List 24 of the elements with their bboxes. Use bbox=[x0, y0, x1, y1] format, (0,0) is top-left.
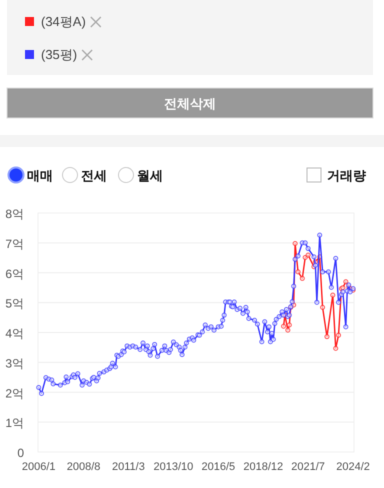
legend-label: (35평) bbox=[41, 47, 78, 62]
y-tick-label: 1억 bbox=[5, 416, 24, 430]
y-tick-label: 7억 bbox=[5, 236, 24, 251]
text: 전체삭제 bbox=[164, 96, 216, 111]
text: 매매 bbox=[27, 168, 53, 183]
text: 월세 bbox=[137, 168, 163, 183]
y-tick-label: 2억 bbox=[5, 386, 24, 400]
text: 거래량 bbox=[327, 168, 366, 183]
y-tick-label: 6억 bbox=[5, 266, 24, 281]
text: 전세 bbox=[81, 168, 107, 183]
x-tick-label: 2013/10 bbox=[154, 461, 194, 473]
legend-label: (34평A) bbox=[41, 14, 86, 29]
y-tick-label: 8억 bbox=[5, 207, 24, 221]
y-tick-label: 5억 bbox=[5, 296, 24, 311]
x-tick-label: 2024/2 bbox=[336, 461, 370, 473]
x-tick-label: 2018/12 bbox=[243, 461, 284, 473]
x-tick-label: 2021/7 bbox=[291, 461, 325, 473]
x-tick-label: 2008/8 bbox=[66, 461, 100, 473]
x-tick-label: 2016/5 bbox=[201, 461, 236, 473]
y-tick-label: 0 bbox=[17, 446, 24, 460]
y-tick-label: 4억 bbox=[5, 326, 24, 340]
y-tick-label: 3억 bbox=[5, 356, 24, 370]
x-tick-label: 2006/1 bbox=[22, 461, 56, 473]
x-tick-label: 2011/3 bbox=[112, 461, 145, 473]
